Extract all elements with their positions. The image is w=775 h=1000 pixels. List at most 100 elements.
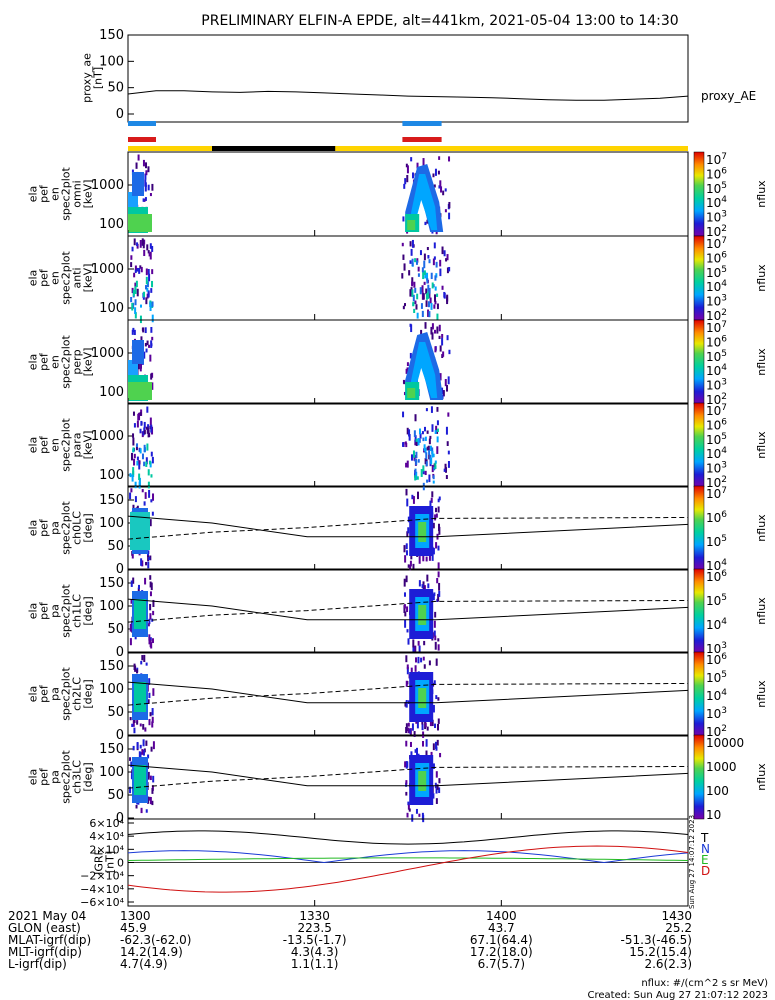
spec-anti-noise	[421, 310, 424, 318]
spec-ch2LC-noise	[417, 656, 420, 664]
spec-ch0LC-noise	[406, 498, 409, 507]
spec-ch3LC-cbar-label: nflux	[755, 763, 768, 791]
spec-perp-noise	[420, 329, 423, 335]
spec-perp-noise	[438, 335, 441, 340]
spec-anti-noise	[145, 297, 148, 305]
red-bar-segment	[128, 137, 156, 142]
spec-para-noise	[415, 460, 418, 466]
spec-perp-noise	[151, 382, 154, 390]
spec-para-noise	[136, 460, 139, 466]
spec-ch2LC-noise	[140, 660, 143, 665]
igrf-T-line	[127, 830, 689, 845]
row-label: MLT-igrf(dip)	[8, 945, 82, 959]
spec-anti-noise	[421, 285, 424, 293]
spec-perp-noise	[150, 340, 153, 348]
spec-ch2LC-noise	[151, 716, 154, 724]
spec-ch1LC-ytick-label: 150	[99, 576, 124, 591]
spec-ch2LC-loss-cone-line	[127, 681, 689, 704]
spec-anti-noise	[134, 307, 137, 314]
spec-ch2LC-noise	[151, 721, 154, 728]
spec-anti-noise	[416, 258, 419, 263]
spec-ch0LC-noise	[431, 491, 434, 498]
spec-perp-cbar-tick: 107	[706, 320, 727, 335]
spec-perp-band	[132, 340, 144, 364]
spec-ch2LC-noise	[408, 728, 411, 734]
spec-perp-noise	[424, 322, 427, 329]
spec-ch0LC-band	[130, 512, 150, 550]
spec-perp-noise	[446, 335, 449, 341]
row-value: 6.7(5.7)	[478, 957, 526, 971]
spec-ch1LC-noise	[137, 587, 140, 593]
spec-ch2LC-noise	[142, 723, 145, 730]
spec-para-noise	[423, 444, 426, 451]
spec-ch3LC-noise	[436, 784, 439, 790]
proxy-ae-ylabel-line: [nT]	[92, 67, 105, 89]
spec-ch0LC-noise	[412, 563, 415, 570]
spec-anti-cbar-tick: 105	[706, 265, 727, 280]
spec-ch1LC-noise	[149, 591, 152, 597]
spec-anti-noise	[145, 268, 148, 276]
spec-ch0LC-colorbar	[693, 485, 705, 571]
spec-para-ylabel-line: pef	[38, 435, 51, 454]
spec-ch0LC-frame	[127, 485, 689, 571]
spec-para-noise	[431, 447, 434, 455]
spec-ch3LC-noise	[405, 791, 408, 796]
spec-anti-noise	[142, 239, 145, 245]
spec-para-noise	[447, 450, 450, 455]
spec-anti-noise	[148, 252, 151, 257]
spec-anti-noise	[414, 300, 417, 305]
spec-omni-cbar-tick: 106	[706, 166, 727, 181]
spec-ch1LC-noise	[129, 623, 132, 632]
spec-anti-noise	[430, 302, 433, 310]
spec-anti-noise	[151, 280, 154, 288]
spec-ch1LC-noise	[403, 578, 406, 587]
spec-anti-noise	[150, 288, 153, 293]
spec-para-noise	[405, 442, 408, 448]
spec-perp-noise	[441, 387, 444, 395]
spec-omni-noise	[440, 186, 443, 193]
spec-anti-noise	[448, 266, 451, 272]
spec-ch3LC-noise	[432, 793, 435, 799]
spec-para-noise	[146, 427, 149, 434]
spec-ch3LC-noise	[139, 744, 142, 749]
ae-ytick-label: 100	[99, 54, 124, 69]
spec-ch0LC-noise	[140, 558, 143, 566]
spec-perp-noise	[442, 351, 445, 357]
spec-ch3LC-noise	[435, 771, 438, 778]
row-value: 25.2	[665, 921, 692, 935]
spec-anti-noise	[409, 289, 412, 297]
spec-para-noise	[138, 481, 141, 489]
spec-anti-noise	[425, 300, 428, 307]
spec-anti-noise	[415, 304, 418, 310]
spec-anti-noise	[402, 305, 405, 310]
spec-ch1LC-noise	[134, 635, 137, 640]
blue-bar-segment	[128, 121, 156, 126]
spec-para-noise	[134, 481, 137, 489]
spec-omni-noise	[145, 170, 148, 176]
spec-ch3LC-noise	[135, 804, 138, 809]
spec-anti-noise	[416, 293, 419, 300]
spec-ch0LC-noise	[405, 550, 408, 556]
spec-ch3LC-noise	[415, 747, 418, 756]
spec-para-noise	[146, 406, 149, 413]
spec-anti-noise	[426, 278, 429, 284]
spec-anti-noise	[401, 273, 404, 279]
spec-ch1LC-noise	[403, 604, 406, 609]
row-label: MLAT-igrf(dip)	[8, 933, 91, 947]
row-value: 4.7(4.9)	[120, 957, 168, 971]
spec-para-cbar-label: nflux	[755, 431, 768, 459]
spec-ch3LC-loss-cone-line	[127, 764, 689, 787]
spec-anti-noise	[131, 302, 134, 311]
spec-anti-ylabel-line: anti	[71, 267, 84, 288]
spec-ch2LC-cbar-tick: 103	[706, 706, 727, 721]
spec-anti-noise	[140, 266, 143, 273]
spec-anti-cbar-tick: 107	[706, 236, 727, 251]
spec-para-noise	[147, 469, 150, 476]
spec-ch1LC-noise	[437, 638, 440, 642]
spec-ch1LC-noise	[423, 640, 426, 646]
spec-para-noise	[425, 461, 428, 467]
spec-anti-noise	[151, 245, 154, 252]
spec-anti-noise	[132, 289, 135, 297]
spec-para-noise	[421, 431, 424, 435]
